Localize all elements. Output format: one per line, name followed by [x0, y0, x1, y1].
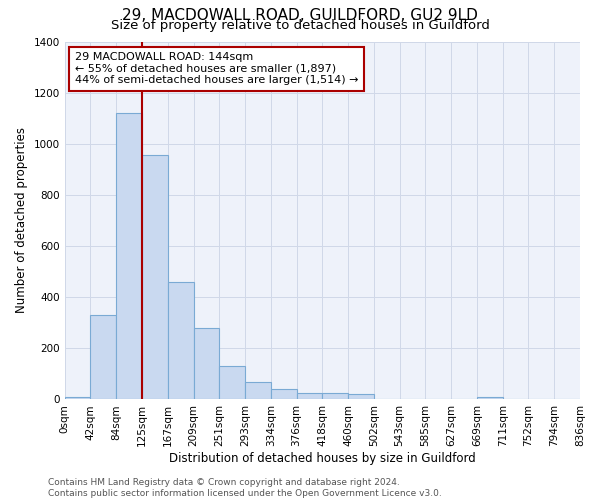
Bar	[477, 397, 503, 400]
Text: Size of property relative to detached houses in Guildford: Size of property relative to detached ho…	[110, 19, 490, 32]
Bar	[65, 397, 91, 400]
Bar	[142, 156, 168, 400]
Bar	[271, 389, 296, 400]
Text: Contains HM Land Registry data © Crown copyright and database right 2024.
Contai: Contains HM Land Registry data © Crown c…	[48, 478, 442, 498]
Bar	[168, 282, 193, 400]
Bar	[348, 394, 374, 400]
Bar	[219, 366, 245, 400]
Bar	[91, 315, 116, 400]
Bar	[116, 113, 142, 400]
X-axis label: Distribution of detached houses by size in Guildford: Distribution of detached houses by size …	[169, 452, 476, 465]
Bar	[193, 328, 219, 400]
Text: 29, MACDOWALL ROAD, GUILDFORD, GU2 9LD: 29, MACDOWALL ROAD, GUILDFORD, GU2 9LD	[122, 8, 478, 22]
Bar	[296, 393, 322, 400]
Y-axis label: Number of detached properties: Number of detached properties	[15, 128, 28, 314]
Bar	[322, 393, 348, 400]
Bar	[245, 382, 271, 400]
Text: 29 MACDOWALL ROAD: 144sqm
← 55% of detached houses are smaller (1,897)
44% of se: 29 MACDOWALL ROAD: 144sqm ← 55% of detac…	[75, 52, 358, 86]
